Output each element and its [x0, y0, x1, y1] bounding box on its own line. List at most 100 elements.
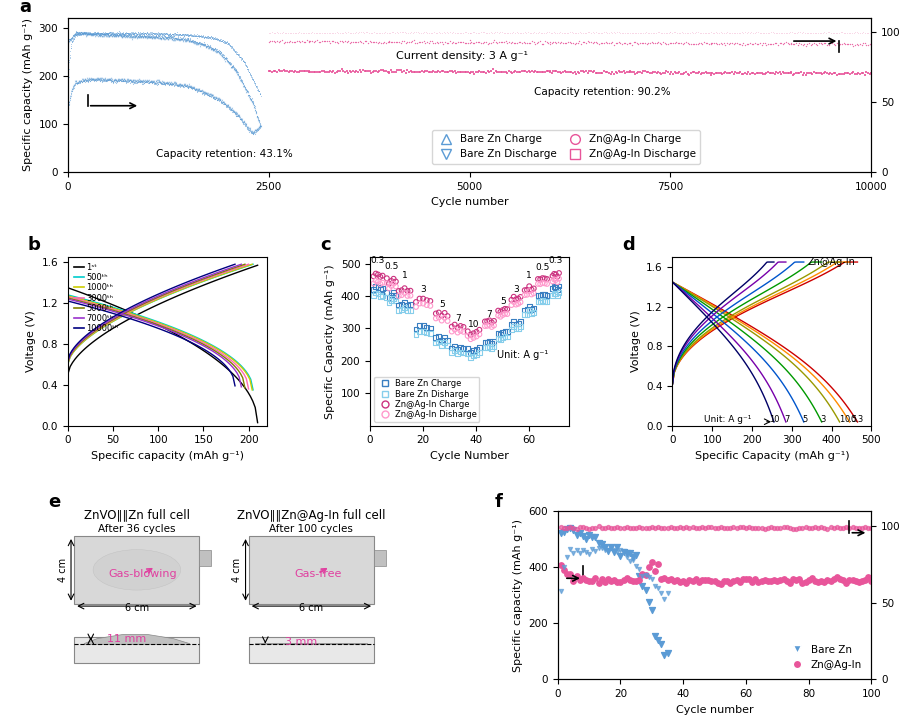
Point	[638, 569, 652, 581]
Point	[251, 84, 265, 96]
Point	[404, 67, 419, 78]
Point	[132, 75, 146, 87]
Point	[672, 27, 686, 38]
Point	[103, 75, 117, 86]
Point	[591, 38, 605, 50]
Point	[549, 27, 564, 39]
Point	[244, 96, 259, 107]
Point	[106, 28, 121, 40]
Point	[131, 31, 145, 42]
Point	[66, 30, 80, 42]
Point	[164, 33, 179, 45]
Point	[594, 539, 608, 550]
Point	[168, 29, 182, 40]
Point	[418, 65, 432, 77]
Point	[99, 27, 114, 39]
Point	[177, 81, 191, 93]
Point	[851, 38, 866, 50]
Point	[182, 81, 197, 93]
Point	[272, 65, 287, 77]
Point	[450, 36, 465, 47]
Point	[102, 30, 116, 42]
Point	[545, 283, 559, 295]
Point	[194, 32, 208, 43]
Point	[863, 39, 878, 50]
Point	[545, 275, 559, 287]
Point	[78, 26, 93, 37]
Point	[86, 73, 100, 85]
Point	[141, 28, 155, 40]
Point	[621, 37, 635, 49]
Point	[154, 78, 169, 90]
Point	[359, 35, 373, 47]
Point	[124, 31, 138, 42]
Point	[131, 28, 145, 40]
Point	[80, 75, 95, 87]
Point	[368, 27, 382, 39]
Point	[600, 66, 614, 78]
Point	[567, 27, 582, 39]
Point	[470, 66, 484, 78]
Point	[135, 28, 150, 40]
Point	[723, 522, 737, 533]
Point	[173, 29, 188, 40]
Point	[683, 68, 697, 79]
Point	[525, 27, 539, 39]
Point	[73, 27, 87, 38]
Point	[495, 309, 510, 321]
Point	[162, 32, 177, 43]
Point	[546, 37, 560, 48]
Point	[90, 27, 105, 39]
Point	[204, 88, 218, 100]
Point	[218, 101, 233, 112]
Point	[235, 78, 250, 89]
Point	[162, 28, 177, 40]
Point	[63, 42, 78, 54]
Point	[79, 28, 94, 40]
Point	[171, 79, 186, 91]
Point	[86, 27, 100, 39]
Point	[530, 66, 545, 78]
Point	[391, 65, 406, 76]
Point	[98, 29, 113, 40]
Point	[478, 37, 492, 48]
Point	[691, 66, 705, 78]
Point	[175, 34, 189, 45]
Point	[215, 96, 229, 108]
Point	[182, 35, 197, 47]
Point	[835, 37, 850, 49]
Point	[681, 69, 695, 81]
Point	[158, 33, 172, 45]
Point	[161, 33, 175, 45]
Point	[109, 30, 124, 42]
Point	[408, 66, 422, 78]
Point	[179, 29, 193, 41]
Point	[242, 89, 256, 101]
Point	[112, 28, 126, 40]
Point	[96, 28, 110, 40]
Point	[224, 61, 238, 73]
Point	[152, 32, 167, 44]
Point	[114, 29, 128, 40]
Point	[466, 27, 481, 38]
Point	[198, 31, 212, 42]
Point	[647, 523, 661, 534]
Point	[205, 42, 219, 54]
Point	[541, 27, 556, 38]
Point	[288, 37, 302, 48]
Point	[178, 28, 192, 40]
Point	[175, 81, 189, 93]
Point	[226, 42, 240, 54]
Point	[719, 27, 733, 38]
Point	[130, 32, 144, 43]
Point	[847, 39, 861, 50]
Point	[757, 574, 771, 585]
Point	[584, 37, 599, 49]
Point	[486, 315, 501, 326]
Point	[157, 78, 171, 89]
Point	[70, 28, 85, 40]
Point	[123, 27, 137, 39]
Point	[94, 28, 108, 40]
Point	[655, 68, 669, 79]
Point	[170, 80, 185, 91]
